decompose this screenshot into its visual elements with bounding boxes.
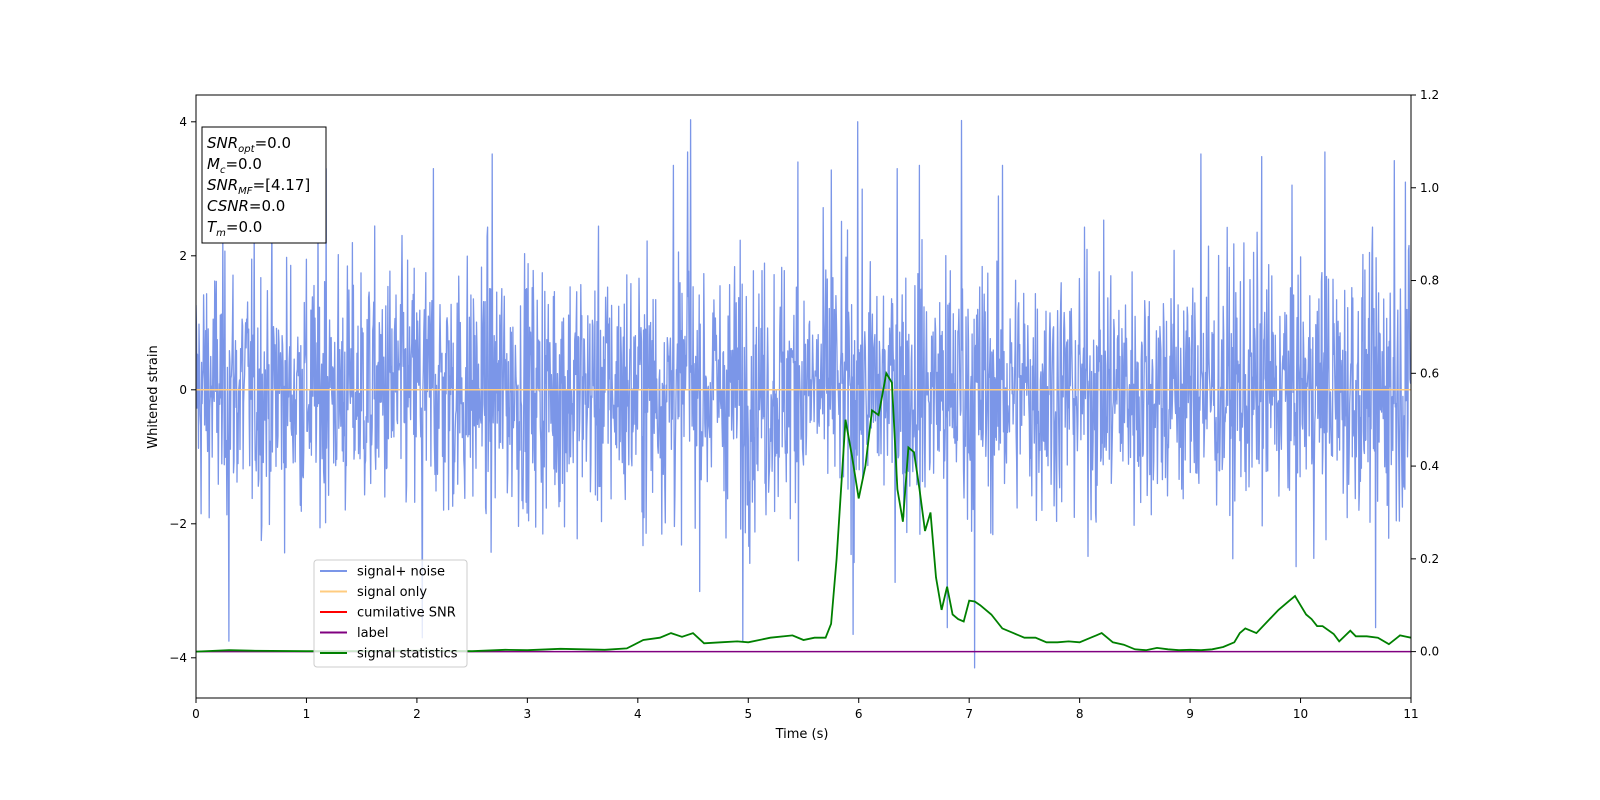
y-tick-label: 0 bbox=[179, 383, 187, 397]
x-axis: 0 1 2 3 4 5 6 7 8 9 10 11 bbox=[192, 698, 1419, 721]
legend-label: signal statistics bbox=[357, 647, 458, 662]
x-tick-label: 2 bbox=[413, 707, 421, 721]
info-line: SNRopt=0.0 bbox=[207, 134, 291, 155]
y-tick-label: −2 bbox=[169, 517, 187, 531]
y2-tick-label: 1.0 bbox=[1420, 181, 1439, 195]
x-tick-label: 9 bbox=[1186, 707, 1194, 721]
x-tick-label: 7 bbox=[965, 707, 973, 721]
info-box-frame bbox=[201, 126, 327, 244]
signal-noise-line bbox=[196, 119, 1411, 669]
x-axis-label: Time (s) bbox=[775, 727, 829, 742]
info-line: Mc=0.0 bbox=[207, 155, 262, 176]
legend-label: label bbox=[357, 626, 388, 641]
legend-label: signal only bbox=[357, 585, 427, 600]
y2-tick-label: 1.2 bbox=[1420, 88, 1439, 102]
y2-tick-label: 0.8 bbox=[1420, 274, 1439, 288]
info-line: CSNR=0.0 bbox=[207, 197, 285, 215]
info-line: SNRMF=[4.17] bbox=[207, 176, 310, 197]
x-tick-label: 6 bbox=[855, 707, 863, 721]
y2-tick-label: 0.0 bbox=[1420, 645, 1439, 659]
x-tick-label: 10 bbox=[1293, 707, 1308, 721]
x-tick-label: 5 bbox=[744, 707, 752, 721]
legend-frame bbox=[313, 559, 468, 668]
series-line-4 bbox=[196, 370, 1411, 653]
plot-frame bbox=[195, 94, 1412, 699]
noise-series bbox=[196, 119, 1411, 669]
x-tick-label: 4 bbox=[634, 707, 642, 721]
legend-label: cumilative SNR bbox=[357, 606, 456, 621]
y-axis-left: −4 −2 0 2 4 bbox=[169, 115, 196, 665]
y-tick-label: 2 bbox=[179, 249, 187, 263]
y-axis-label: Whitened strain bbox=[146, 345, 161, 448]
x-tick-label: 3 bbox=[524, 707, 532, 721]
info-line: Tm=0.0 bbox=[207, 218, 262, 239]
y-tick-label: 4 bbox=[179, 115, 187, 129]
x-tick-label: 11 bbox=[1403, 707, 1418, 721]
y2-tick-label: 0.6 bbox=[1420, 366, 1439, 380]
y-axis-right: 0.0 0.2 0.4 0.6 0.8 1.0 1.2 bbox=[1411, 88, 1439, 659]
legend-label: signal+ noise bbox=[357, 565, 445, 580]
x-tick-label: 1 bbox=[303, 707, 311, 721]
legend: signal+ noise signal only cumilative SNR la… bbox=[313, 559, 468, 668]
x-tick-label: 8 bbox=[1076, 707, 1084, 721]
x-tick-label: 0 bbox=[192, 707, 200, 721]
y2-tick-label: 0.2 bbox=[1420, 552, 1439, 566]
y2-tick-label: 0.4 bbox=[1420, 459, 1439, 473]
y-tick-label: −4 bbox=[169, 651, 187, 665]
